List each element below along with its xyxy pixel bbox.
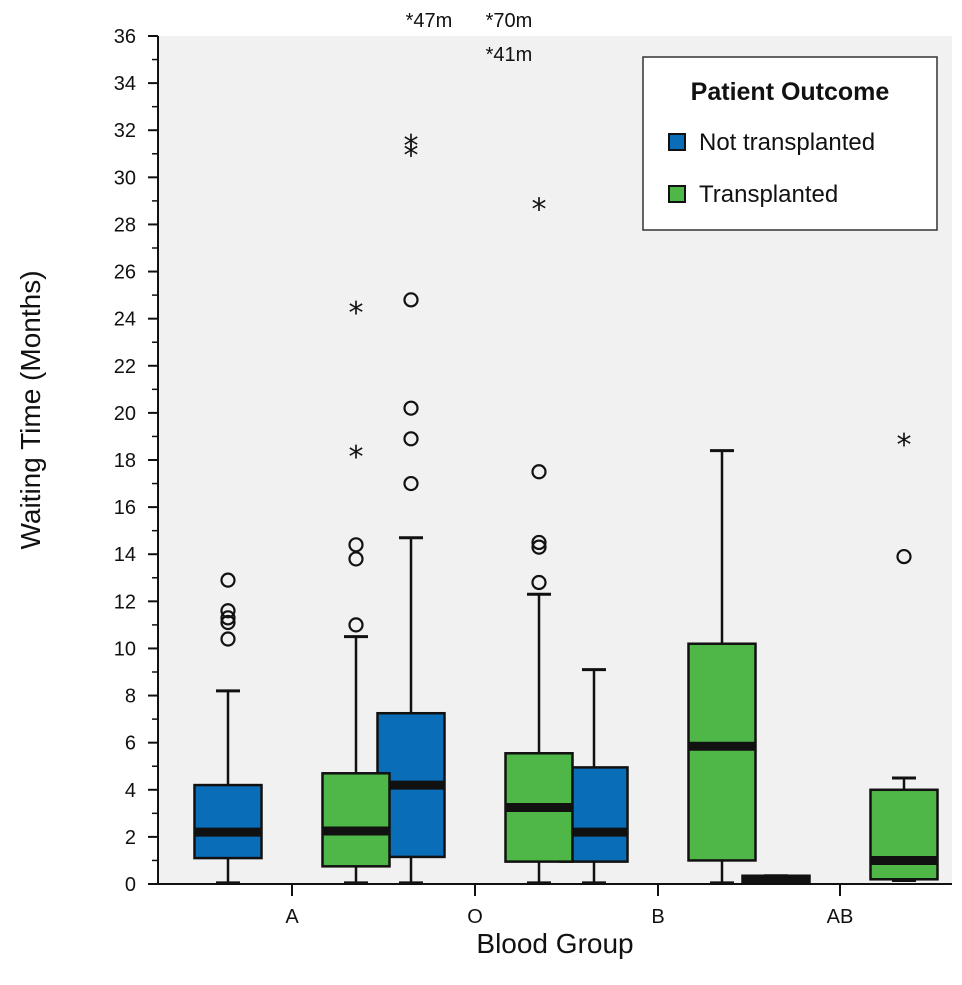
y-tick-label: 20: [114, 403, 136, 425]
legend-swatch-not-transplanted: [669, 134, 685, 150]
box-AB-transplanted: [871, 778, 938, 880]
extreme-star: *: [532, 193, 547, 228]
box-iqr: [871, 790, 938, 880]
extreme-star: *: [349, 440, 364, 475]
y-tick-label: 28: [114, 214, 136, 236]
y-tick-label: 4: [125, 780, 136, 802]
x-tick-label: A: [285, 906, 299, 928]
box-AB-not-transplanted: [743, 876, 810, 883]
offscale-annotation: *70m: [486, 10, 533, 32]
legend-label-not-transplanted: Not transplanted: [699, 129, 875, 156]
x-tick-label: B: [651, 906, 664, 928]
box-iqr: [689, 644, 756, 861]
legend: Patient Outcome Not transplanted Transpl…: [643, 57, 937, 230]
y-tick-label: 32: [114, 120, 136, 142]
x-axis-title: Blood Group: [476, 928, 633, 959]
legend-title: Patient Outcome: [691, 78, 890, 106]
y-tick-label: 30: [114, 167, 136, 189]
y-axis-title: Waiting Time (Months): [15, 270, 46, 549]
y-tick-label: 6: [125, 733, 136, 755]
box-iqr: [323, 773, 390, 866]
extreme-star: *: [404, 129, 419, 164]
x-tick-label: O: [467, 906, 483, 928]
y-tick-label: 14: [114, 544, 136, 566]
box-iqr: [195, 785, 262, 858]
y-tick-label: 12: [114, 591, 136, 613]
offscale-annotation: *41m: [486, 44, 533, 66]
extreme-star: *: [349, 296, 364, 331]
offscale-annotation: *47m: [406, 10, 453, 32]
legend-label-transplanted: Transplanted: [699, 181, 838, 208]
y-tick-label: 22: [114, 356, 136, 378]
y-tick-label: 10: [114, 638, 136, 660]
y-tick-label: 8: [125, 686, 136, 708]
x-tick-label: AB: [827, 906, 854, 928]
y-tick-label: 18: [114, 450, 136, 472]
y-tick-label: 26: [114, 262, 136, 284]
y-tick-label: 0: [125, 874, 136, 896]
legend-swatch-transplanted: [669, 186, 685, 202]
y-tick-label: 2: [125, 827, 136, 849]
y-tick-label: 24: [114, 309, 136, 331]
y-tick-label: 36: [114, 26, 136, 48]
extreme-star: *: [897, 428, 912, 463]
y-tick-label: 34: [114, 73, 136, 95]
y-tick-label: 16: [114, 497, 136, 519]
